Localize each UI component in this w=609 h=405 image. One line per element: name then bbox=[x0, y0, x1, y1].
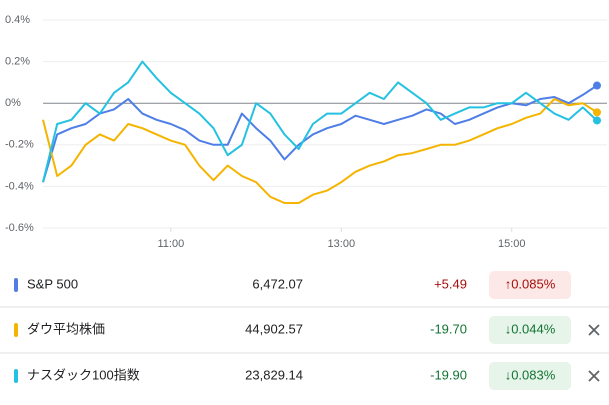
y-tick-label: 0.4% bbox=[5, 14, 30, 26]
percent-text: ↓0.083% bbox=[505, 367, 556, 382]
percent-badge bbox=[489, 271, 571, 299]
x-tick-label: 11:00 bbox=[157, 238, 184, 250]
row-change: +5.49 bbox=[434, 276, 467, 291]
row-price: 44,902.57 bbox=[245, 321, 303, 336]
percent-badge bbox=[489, 362, 571, 390]
series-swatch bbox=[14, 369, 18, 383]
row-change: -19.90 bbox=[430, 367, 467, 382]
row-price: 6,472.07 bbox=[252, 276, 303, 291]
series-swatch bbox=[14, 278, 18, 292]
x-tick-label: 13:00 bbox=[328, 238, 356, 250]
y-tick-label: -0.6% bbox=[5, 222, 34, 234]
series-line bbox=[42, 84, 598, 183]
series-line bbox=[42, 60, 598, 183]
row-change: -19.70 bbox=[430, 321, 467, 336]
remove-button[interactable] bbox=[588, 324, 600, 336]
percent-text: ↓0.044% bbox=[505, 321, 556, 336]
series-swatch bbox=[14, 323, 18, 337]
y-tick-label: -0.2% bbox=[5, 139, 34, 151]
percent-text: ↑0.085% bbox=[505, 276, 556, 291]
y-tick-label: 0.2% bbox=[5, 56, 30, 68]
row-name: ダウ平均株価 bbox=[27, 321, 105, 336]
y-tick-label: -0.4% bbox=[5, 180, 34, 192]
row-name: ナスダック100指数 bbox=[27, 367, 140, 382]
x-tick-label: 15:00 bbox=[498, 238, 526, 250]
percent-badge bbox=[489, 316, 571, 344]
series-line bbox=[42, 98, 598, 204]
end-point bbox=[593, 116, 601, 125]
y-tick-label: 0% bbox=[5, 97, 21, 109]
end-point bbox=[593, 108, 601, 117]
row-name: S&P 500 bbox=[27, 276, 78, 291]
row-price: 23,829.14 bbox=[245, 367, 303, 382]
remove-button[interactable] bbox=[588, 370, 600, 382]
end-point bbox=[593, 81, 601, 90]
